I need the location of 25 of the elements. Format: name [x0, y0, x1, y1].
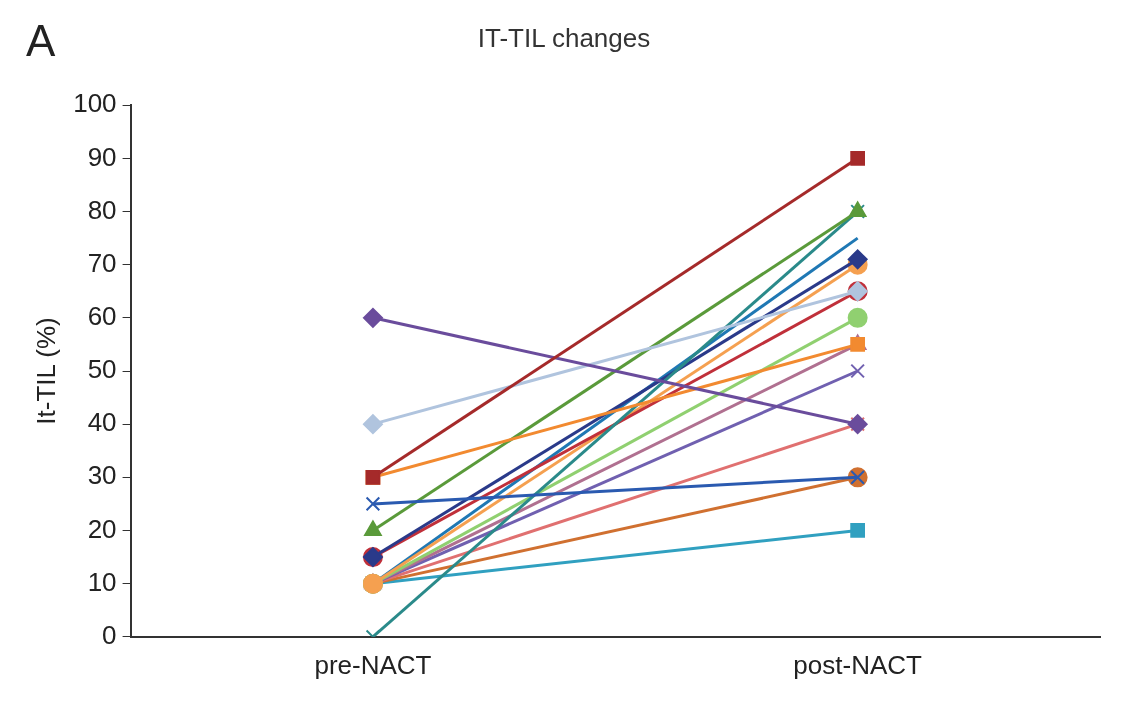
- point: [365, 496, 381, 512]
- y-tick-label: 60: [87, 301, 117, 332]
- x-tick-label: pre-NACT: [314, 649, 432, 680]
- y-tick-label: 20: [87, 513, 117, 544]
- y-tick-label: 30: [87, 460, 117, 491]
- chart-title: IT-TIL changes: [477, 22, 651, 53]
- point: [362, 414, 383, 435]
- point: [362, 307, 383, 328]
- y-axis-title: It-TIL (%): [30, 317, 61, 425]
- x-tick-label: post-NACT: [793, 649, 923, 680]
- y-tick-label: 10: [87, 566, 117, 597]
- y-tick-label: 90: [87, 141, 117, 172]
- y-tick-label: 0: [102, 619, 117, 650]
- point: [850, 523, 866, 538]
- point: [847, 307, 868, 328]
- point: [847, 249, 868, 270]
- y-tick-label: 80: [87, 194, 117, 225]
- y-tick-label: 50: [87, 354, 117, 385]
- text: A: [26, 16, 56, 66]
- point: [850, 363, 866, 379]
- y-tick-label: 70: [87, 247, 117, 278]
- point: [850, 151, 866, 166]
- y-tick-label: 40: [87, 407, 117, 438]
- point: [850, 337, 866, 352]
- y-tick-label: 100: [73, 88, 117, 119]
